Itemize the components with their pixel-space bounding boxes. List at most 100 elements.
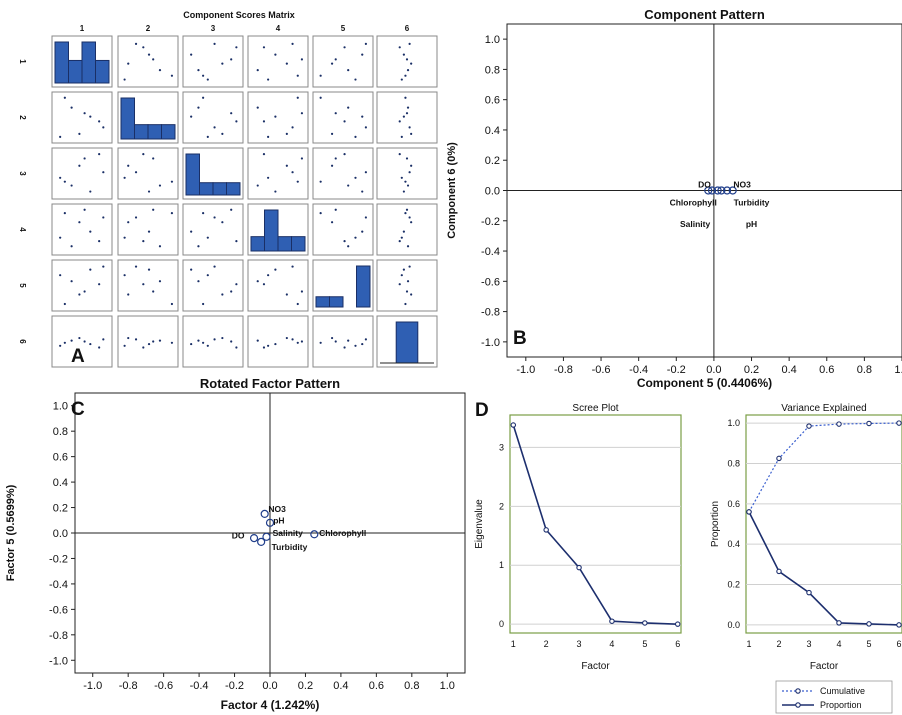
score-point [98, 240, 101, 243]
y-axis-label: Factor 5 (0.5699%) [5, 484, 17, 581]
matrix-cell [247, 259, 309, 312]
matrix-cell [51, 259, 113, 312]
matrix-cell [51, 203, 113, 256]
score-point [190, 268, 193, 271]
series-point [642, 620, 648, 626]
x-tick-label: -0.2 [225, 680, 244, 692]
histogram-bar [81, 41, 96, 84]
histogram-bar [147, 124, 162, 140]
series-point [609, 618, 615, 624]
score-point [291, 42, 294, 45]
histogram-bar [134, 124, 149, 140]
score-point [221, 62, 224, 65]
score-point [206, 78, 209, 81]
matrix-cell [312, 147, 374, 200]
histogram-bar [199, 182, 214, 196]
score-point [235, 120, 238, 123]
score-point [330, 132, 334, 135]
score-point [296, 302, 299, 306]
series-point [806, 423, 812, 429]
score-point [63, 96, 66, 99]
score-point [256, 106, 259, 109]
score-point [274, 342, 277, 346]
y-tick-label: 0.4 [727, 539, 740, 549]
score-point [83, 340, 86, 343]
loading-label: DO [232, 531, 245, 541]
x-tick-label: 6 [675, 639, 680, 649]
score-point [398, 153, 401, 156]
score-point [285, 293, 288, 296]
x-axis-label: Factor [810, 661, 839, 672]
score-point [285, 62, 288, 65]
score-point [202, 341, 205, 344]
histogram-bar [356, 265, 371, 308]
score-point [343, 153, 346, 156]
score-point [147, 268, 151, 271]
score-point [354, 78, 357, 81]
score-point [170, 302, 174, 306]
score-point [406, 69, 410, 72]
score-point [296, 96, 299, 99]
histogram-bar [315, 296, 330, 308]
loading-label: Chlorophyll [319, 528, 366, 538]
score-point [190, 115, 193, 118]
score-point [354, 135, 357, 138]
histogram-bar [250, 236, 265, 252]
score-point [134, 338, 138, 341]
matrix-row-label: 3 [18, 171, 27, 176]
score-point [213, 126, 216, 129]
series-point [806, 589, 812, 596]
score-point [206, 274, 209, 277]
score-point [267, 344, 270, 347]
score-point [319, 96, 322, 99]
score-point [89, 230, 92, 233]
score-point [83, 157, 86, 160]
x-tick-label: 4 [836, 639, 841, 649]
series-point [776, 568, 782, 575]
matrix-cell [376, 147, 438, 200]
score-point [319, 341, 322, 344]
score-point [98, 120, 101, 123]
score-point [334, 208, 337, 211]
loading-label: Turbidity [734, 198, 770, 208]
score-point [170, 341, 174, 344]
score-point [300, 290, 304, 293]
score-point [83, 208, 86, 211]
matrix-row-label: 6 [18, 339, 27, 344]
y-tick-label: -0.8 [481, 307, 500, 319]
histogram-bar [68, 59, 83, 84]
score-point [206, 236, 209, 239]
matrix-cell [117, 315, 179, 368]
score-point [361, 190, 364, 193]
x-tick-label: -0.6 [154, 680, 173, 692]
x-axis-label: Component 5 (0.4406%) [637, 376, 772, 390]
plot-title: Rotated Factor Pattern [200, 376, 340, 391]
y-tick-label: 0.8 [53, 426, 68, 438]
score-point [123, 78, 126, 81]
y-tick-label: -0.2 [481, 216, 500, 228]
score-point [127, 221, 130, 224]
score-point [152, 157, 155, 160]
matrix-cell [182, 203, 244, 256]
score-point [63, 302, 66, 306]
score-point [147, 230, 151, 233]
score-point [291, 265, 294, 268]
score-point [70, 280, 73, 283]
score-point [364, 42, 367, 45]
loading-point [262, 532, 271, 541]
matrix-cell [312, 203, 374, 256]
score-point [63, 212, 66, 215]
score-point [274, 115, 277, 118]
subplot-frame [509, 414, 682, 634]
loading-point [722, 186, 732, 195]
x-tick-label: 3 [806, 639, 811, 649]
matrix-row-label: 4 [18, 227, 27, 232]
series-line [748, 511, 900, 626]
score-point [400, 236, 403, 239]
plot-title: Component Pattern [644, 7, 765, 22]
score-point [364, 126, 367, 129]
score-point [300, 157, 304, 160]
panel-label-b: B [513, 328, 527, 349]
x-tick-label: 2 [544, 639, 549, 649]
score-point [354, 176, 357, 179]
